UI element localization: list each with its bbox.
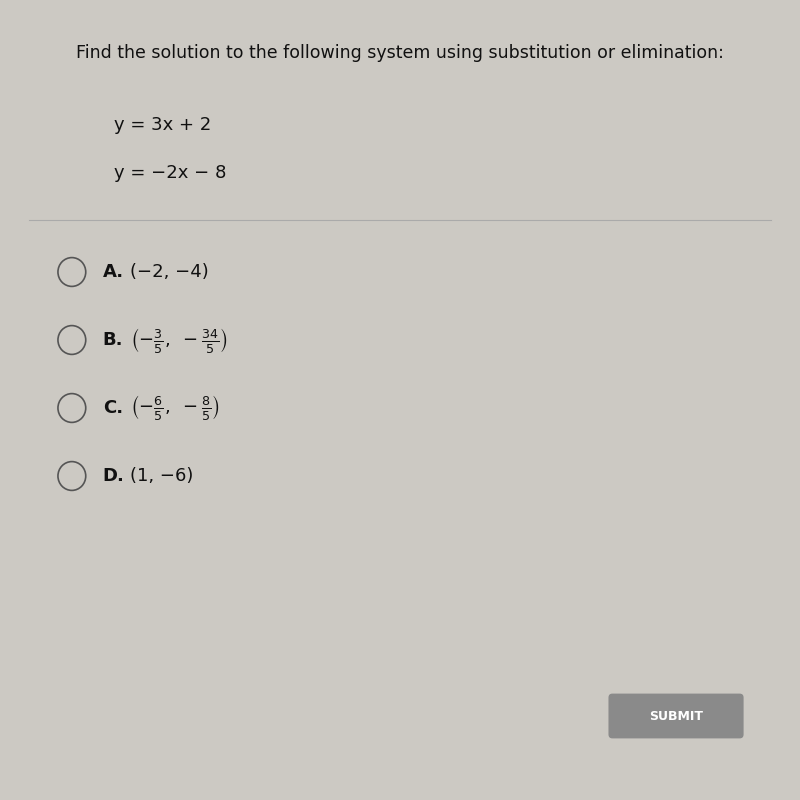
Text: (−2, −4): (−2, −4) — [130, 263, 209, 281]
Text: B.: B. — [102, 331, 123, 349]
Text: A.: A. — [102, 263, 124, 281]
Text: y = −2x − 8: y = −2x − 8 — [114, 164, 226, 182]
Text: Find the solution to the following system using substitution or elimination:: Find the solution to the following syste… — [76, 44, 724, 62]
FancyBboxPatch shape — [609, 694, 743, 738]
Text: $\left(-\frac{6}{5},\ -\frac{8}{5}\right)$: $\left(-\frac{6}{5},\ -\frac{8}{5}\right… — [130, 394, 219, 422]
Text: y = 3x + 2: y = 3x + 2 — [114, 116, 211, 134]
Text: (1, −6): (1, −6) — [130, 467, 193, 485]
Text: $\left(-\frac{3}{5},\ -\frac{34}{5}\right)$: $\left(-\frac{3}{5},\ -\frac{34}{5}\righ… — [130, 326, 227, 354]
Text: SUBMIT: SUBMIT — [649, 710, 702, 722]
Text: D.: D. — [102, 467, 125, 485]
Text: C.: C. — [102, 399, 123, 417]
